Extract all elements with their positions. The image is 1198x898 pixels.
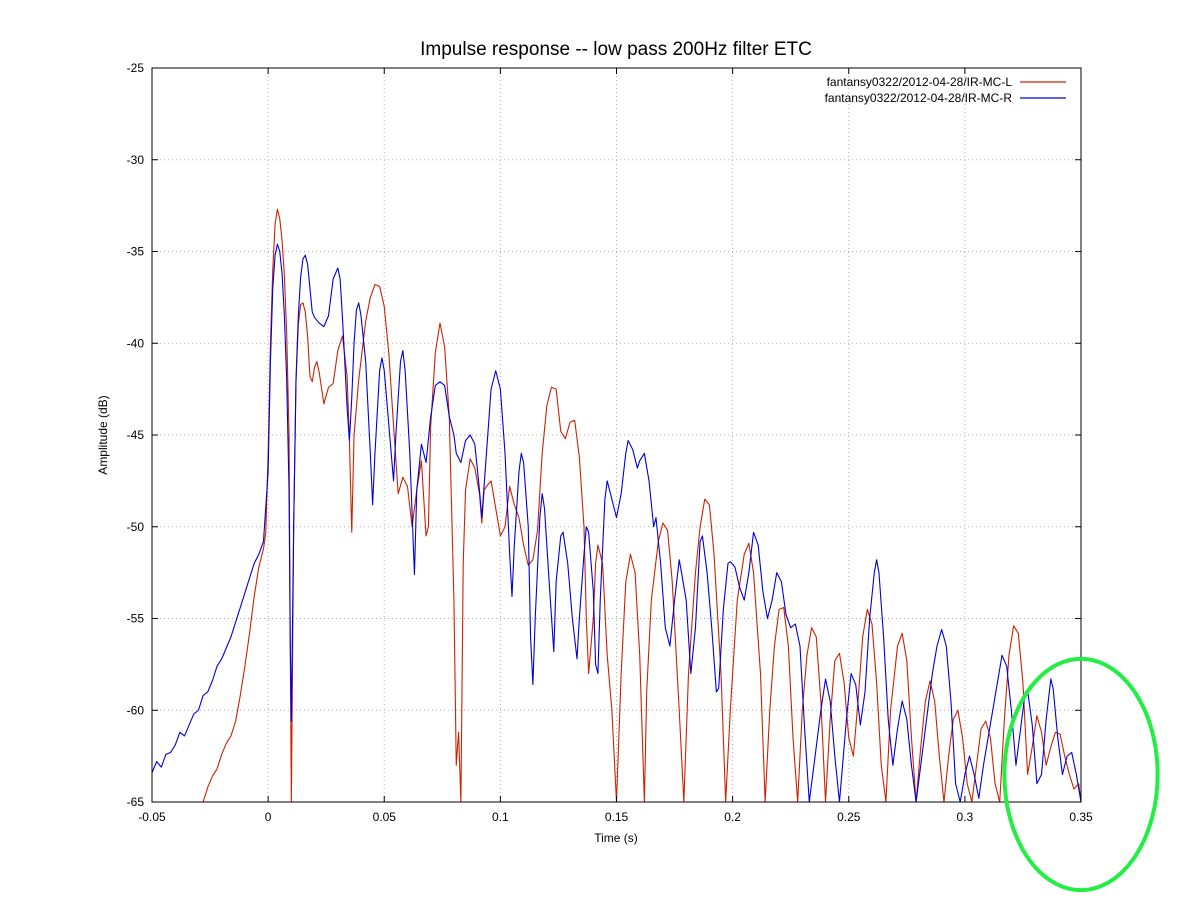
y-tick-label: -45 [127, 428, 145, 442]
legend-label: fantansy0322/2012-04-28/IR-MC-R [825, 91, 1013, 105]
y-tick-label: -65 [127, 795, 145, 809]
grid-lines [152, 68, 1081, 802]
legend: fantansy0322/2012-04-28/IR-MC-L fantansy0… [825, 75, 1066, 105]
x-tick-label: 0.05 [373, 810, 397, 824]
x-tick-label: 0 [265, 810, 272, 824]
x-tick-label: 0.3 [957, 810, 974, 824]
legend-label: fantansy0322/2012-04-28/IR-MC-L [827, 75, 1013, 89]
x-tick-label: 0.25 [837, 810, 861, 824]
series-layer [152, 208, 1081, 802]
y-tick-label: -30 [127, 153, 145, 167]
y-axis-title: Amplitude (dB) [96, 395, 110, 474]
y-tick-label: -50 [127, 520, 145, 534]
y-tick-label: -35 [127, 245, 145, 259]
chart-title: Impulse response -- low pass 200Hz filte… [420, 39, 812, 60]
y-tick-label: -60 [127, 703, 145, 717]
y-tick-label: -25 [127, 61, 145, 75]
annotation-layer [1002, 656, 1160, 893]
axis-ticks: -0.05 0 0.05 0.1 0.15 0.2 0.25 0.3 0.35 -65 -60 -55… [127, 61, 1093, 824]
x-tick-label: 0.1 [492, 810, 509, 824]
x-axis-title: Time (s) [594, 831, 638, 845]
series-line-left [202, 208, 1081, 802]
x-tick-label: 0.2 [724, 810, 741, 824]
y-tick-label: -55 [127, 612, 145, 626]
x-tick-label: 0.15 [605, 810, 629, 824]
x-tick-label: 0.35 [1069, 810, 1093, 824]
highlight-ellipse [1002, 656, 1160, 893]
x-tick-label: -0.05 [138, 810, 166, 824]
series-line-right [152, 243, 1081, 802]
y-tick-label: -40 [127, 336, 145, 350]
